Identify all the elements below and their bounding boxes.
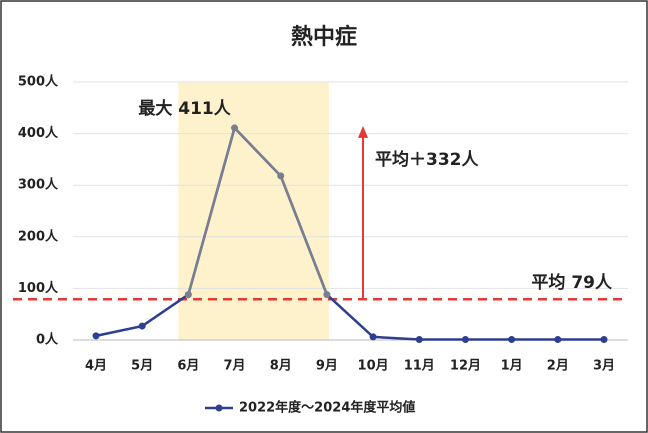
x-tick-label: 7月 [224,359,246,374]
legend-label: 2022年度～2024年度平均値 [239,400,415,416]
y-tick-label: 300人 [18,177,59,193]
point [508,335,516,343]
y-tick-label: 200人 [18,228,59,244]
chart-title: 熱中症 [291,24,357,50]
x-tick-label: 4月 [85,359,107,374]
arrow-head [358,125,368,138]
highlight-band [178,82,329,340]
point [369,333,377,341]
point [138,322,146,330]
increase-annotation: 平均＋332人 [375,149,479,170]
x-tick-label: 2月 [547,359,569,374]
point [323,291,331,299]
x-tick-label: 8月 [270,359,292,374]
point [184,291,192,299]
y-tick-label: 400人 [18,125,59,141]
x-tick-label: 3月 [593,359,615,374]
point [277,172,285,180]
y-tick-label: 100人 [18,280,59,296]
x-tick-label: 6月 [177,359,199,374]
reference-label: 平均 79人 [531,272,613,293]
point [92,332,100,340]
x-tick-label: 1月 [501,359,523,374]
series-line [95,125,604,341]
point [554,335,562,343]
legend-marker [215,404,223,412]
x-tick-label: 11月 [404,359,435,374]
point [415,335,423,343]
x-tick-label: 12月 [450,359,481,374]
point [231,124,239,132]
max-annotation: 最大 411人 [138,98,231,119]
x-tick-label: 10月 [358,359,389,374]
point [600,335,608,343]
point [461,335,469,343]
y-tick-label: 0人 [36,332,59,348]
y-tick-label: 500人 [18,74,59,90]
x-tick-label: 5月 [131,359,153,374]
x-tick-label: 9月 [316,359,338,374]
highlight-line [187,125,329,296]
